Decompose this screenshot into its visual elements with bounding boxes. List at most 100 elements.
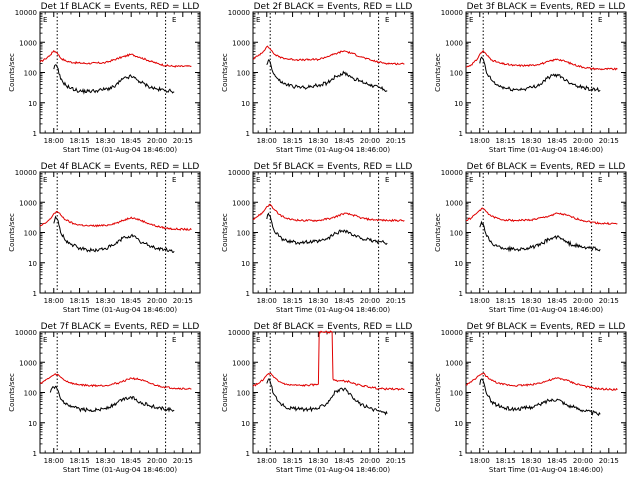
marker-right: E (385, 16, 389, 24)
x-tick-label: 20:00 (573, 457, 593, 465)
x-tick-label: 20:15 (386, 137, 406, 145)
y-tick-label: 1 (33, 290, 37, 298)
y-tick-label: 1 (459, 130, 463, 138)
x-tick-label: 18:15 (69, 137, 89, 145)
y-tick-label: 10 (241, 260, 250, 268)
x-tick-label: 18:45 (547, 297, 567, 305)
lld-series-line (466, 207, 618, 226)
y-tick-label: 100 (450, 230, 463, 238)
detector-panel: Det 4f BLACK = Events, RED = LLD 1 10 100 10… (8, 162, 201, 314)
y-tick-label: 10000 (15, 329, 37, 337)
plot-frame (465, 11, 627, 134)
marker-right: E (598, 336, 602, 344)
y-tick-label: 1 (246, 290, 250, 298)
y-tick-label: 1 (33, 450, 37, 458)
y-tick-label: 1000 (445, 359, 463, 367)
y-axis-label: Counts/sec (221, 213, 229, 252)
y-tick-label: 10000 (228, 169, 250, 177)
y-tick-label: 10 (28, 420, 37, 428)
lld-series-line (253, 45, 405, 66)
lld-series-line (465, 372, 618, 391)
x-tick-label: 18:15 (282, 297, 302, 305)
detector-panel: Det 6f BLACK = Events, RED = LLD 1 10 100 10… (434, 162, 627, 314)
x-tick-label: 20:00 (573, 137, 593, 145)
marker-left: E (256, 16, 260, 24)
y-axis-label: Counts/sec (434, 53, 442, 92)
x-tick-label: 18:00 (257, 137, 277, 145)
x-tick-label: 18:00 (44, 137, 64, 145)
x-tick-label: 20:15 (599, 457, 619, 465)
x-tick-label: 18:30 (521, 137, 541, 145)
y-tick-label: 100 (450, 70, 463, 78)
y-tick-label: 10 (28, 260, 37, 268)
lld-series-line (39, 373, 192, 390)
marker-left: E (256, 176, 260, 184)
detector-panel: Det 1f BLACK = Events, RED = LLD 1 10 100 10… (8, 2, 201, 154)
events-series-line (479, 56, 601, 92)
panel-title: Det 6f BLACK = Events, RED = LLD (467, 162, 626, 172)
y-tick-label: 10000 (441, 9, 463, 17)
lld-series-line (465, 50, 618, 71)
x-tick-label: 20:15 (599, 137, 619, 145)
y-tick-label: 1000 (19, 359, 37, 367)
plot-frame (465, 171, 627, 294)
panel-title: Det 1f BLACK = Events, RED = LLD (41, 2, 200, 12)
events-series-line (479, 220, 601, 253)
y-tick-label: 10000 (15, 9, 37, 17)
events-series-line (266, 59, 388, 92)
y-tick-label: 10 (28, 100, 37, 108)
y-tick-label: 1000 (19, 39, 37, 47)
x-tick-label: 18:45 (121, 457, 141, 465)
marker-right: E (385, 336, 389, 344)
panel-title: Det 8f BLACK = Events, RED = LLD (254, 322, 413, 332)
y-tick-label: 100 (24, 390, 37, 398)
y-tick-label: 10 (454, 420, 463, 428)
x-axis-label: Start Time (01-Aug-04 18:46:00) (63, 146, 177, 154)
x-tick-label: 18:45 (334, 457, 354, 465)
panel-title: Det 7f BLACK = Events, RED = LLD (41, 322, 200, 332)
x-tick-label: 18:15 (495, 137, 515, 145)
panel-title: Det 4f BLACK = Events, RED = LLD (41, 162, 200, 172)
y-tick-label: 100 (237, 70, 250, 78)
y-axis-label: Counts/sec (8, 53, 16, 92)
x-tick-label: 20:00 (147, 137, 167, 145)
x-tick-label: 18:15 (495, 297, 515, 305)
x-tick-label: 18:00 (44, 457, 64, 465)
marker-right: E (385, 176, 389, 184)
x-tick-label: 18:15 (69, 457, 89, 465)
y-tick-label: 1 (459, 450, 463, 458)
marker-left: E (469, 336, 473, 344)
x-tick-label: 18:15 (282, 137, 302, 145)
x-tick-label: 18:30 (308, 297, 328, 305)
marker-right: E (598, 16, 602, 24)
y-tick-label: 10 (241, 420, 250, 428)
x-tick-label: 20:15 (173, 137, 193, 145)
panel-title: Det 9f BLACK = Events, RED = LLD (467, 322, 626, 332)
y-tick-label: 10000 (441, 169, 463, 177)
y-axis-label: Counts/sec (434, 373, 442, 412)
y-axis-label: Counts/sec (221, 373, 229, 412)
x-tick-label: 18:00 (470, 297, 490, 305)
plot-frame (465, 331, 627, 454)
y-axis-label: Counts/sec (8, 373, 16, 412)
detector-panel: Det 3f BLACK = Events, RED = LLD 1 10 100 10… (434, 2, 627, 154)
y-axis-label: Counts/sec (8, 213, 16, 252)
marker-left: E (43, 16, 47, 24)
y-tick-label: 100 (450, 390, 463, 398)
marker-left: E (256, 336, 260, 344)
plot-frame (252, 11, 414, 134)
plot-frame (39, 331, 201, 454)
x-tick-label: 20:15 (173, 297, 193, 305)
marker-left: E (43, 176, 47, 184)
marker-right: E (598, 176, 602, 184)
x-axis-label: Start Time (01-Aug-04 18:46:00) (63, 466, 177, 474)
x-tick-label: 20:00 (360, 137, 380, 145)
x-tick-label: 18:00 (257, 457, 277, 465)
x-tick-label: 18:45 (547, 137, 567, 145)
x-tick-label: 18:00 (470, 137, 490, 145)
x-tick-label: 20:15 (173, 457, 193, 465)
x-tick-label: 20:15 (599, 297, 619, 305)
x-axis-label: Start Time (01-Aug-04 18:46:00) (276, 306, 390, 314)
y-tick-label: 10000 (228, 9, 250, 17)
